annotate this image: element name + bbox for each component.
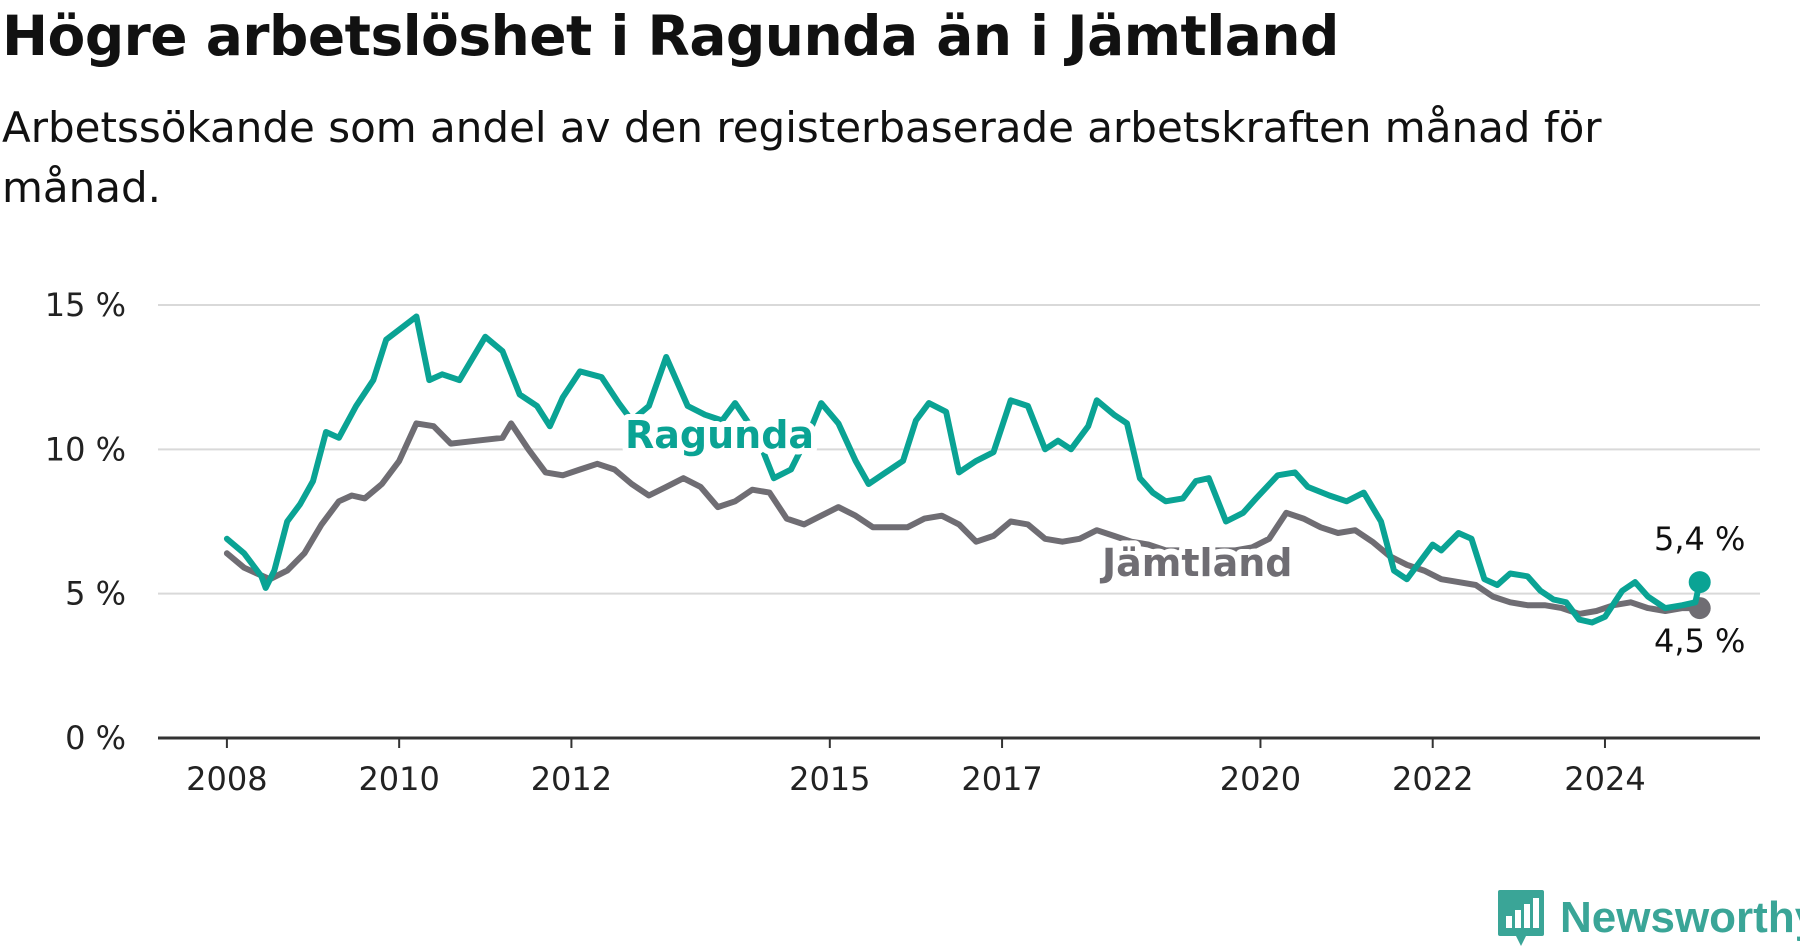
x-tick-label: 2010 — [358, 760, 439, 798]
series-lines — [223, 313, 1711, 626]
newsworthy-logo-icon — [1498, 890, 1544, 946]
chart-subtitle: Arbetssökande som andel av den registerb… — [2, 103, 1602, 212]
y-tick-label: 10 % — [45, 430, 126, 468]
gridlines — [158, 304, 1760, 595]
brand-name: Newsworthy — [1560, 893, 1800, 942]
y-axis-tick-labels: 0 % 5 % 10 % 15 % — [45, 286, 126, 757]
x-tick-label: 2008 — [186, 760, 267, 798]
chart-title: Högre arbetslöshet i Ragunda än i Jämtla… — [2, 4, 1339, 68]
x-axis-tick-labels: 2008 2010 2012 2015 2017 2020 2022 2024 — [186, 738, 1646, 798]
brand-logo: Newsworthy — [1496, 888, 1800, 948]
series-line-jamtland — [223, 420, 1703, 617]
end-label-jamtland: 4,5 % — [1654, 622, 1745, 660]
x-tick-label: 2012 — [531, 760, 612, 798]
series-labels: Ragunda Jämtland 5,4 % 4,5 % — [619, 407, 1749, 664]
x-tick-label: 2022 — [1392, 760, 1473, 798]
y-tick-label: 15 % — [45, 286, 126, 324]
y-tick-label: 0 % — [65, 719, 126, 757]
series-label-jamtland: Jämtland — [1099, 541, 1292, 585]
series-label-ragunda: Ragunda — [625, 413, 814, 457]
series-line-ragunda — [223, 313, 1703, 626]
x-tick-label: 2015 — [789, 760, 870, 798]
y-tick-label: 5 % — [65, 575, 126, 613]
end-point-ragunda — [1688, 571, 1711, 594]
x-tick-label: 2024 — [1564, 760, 1645, 798]
x-tick-label: 2017 — [961, 760, 1042, 798]
x-tick-label: 2020 — [1220, 760, 1301, 798]
end-label-ragunda: 5,4 % — [1654, 520, 1745, 558]
